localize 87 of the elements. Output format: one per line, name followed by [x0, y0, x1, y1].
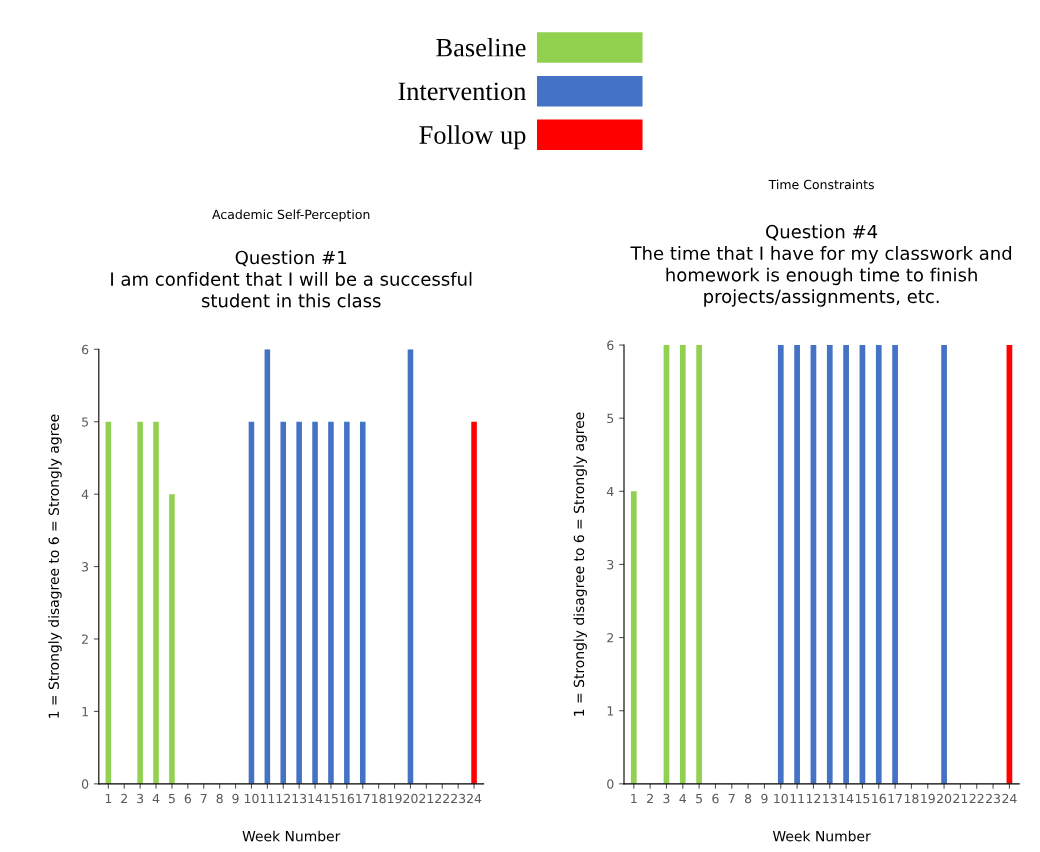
x-tick-label: 12	[276, 793, 290, 804]
y-axis-title: 1 = Strongly disagree to 6 = Strongly agree	[48, 414, 62, 718]
x-tick-label: 1	[631, 793, 637, 804]
x-tick-label: 18	[372, 793, 386, 804]
x-tick-label: 7	[728, 793, 735, 804]
y-tick-label: 4	[606, 486, 614, 497]
x-tick-label: 16	[872, 793, 886, 804]
x-tick-label: 14	[839, 793, 854, 804]
x-tick-label: 24	[467, 793, 482, 804]
chart-title: Time Constraints	[768, 179, 874, 190]
bar	[312, 421, 318, 784]
bar	[296, 421, 302, 784]
x-tick-label: 11	[790, 793, 804, 804]
y-tick-label: 2	[82, 634, 88, 644]
y-tick-label: 5	[607, 413, 614, 424]
x-tick-label: 3	[663, 793, 670, 804]
x-tick-label: 3	[137, 793, 144, 804]
chart-subtitle: Question #4 The time that I have for my classwork and homework is enough time to finish projects/assignments, etc.	[630, 224, 1012, 307]
y-tick-label: 0	[607, 779, 614, 789]
x-tick-label: 20	[403, 793, 418, 804]
x-tick-label: 13	[292, 793, 307, 804]
x-tick-label: 20	[937, 793, 952, 804]
x-tick-label: 7	[200, 793, 207, 804]
bar	[137, 421, 143, 784]
x-tick-label: 18	[904, 793, 919, 804]
x-tick-label: 23	[451, 793, 466, 804]
x-tick-label: 2	[121, 793, 127, 804]
bar	[105, 421, 112, 784]
x-tick-label: 21	[953, 793, 968, 804]
bar	[169, 494, 175, 784]
x-tick-label: 23	[986, 793, 1001, 804]
x-tick-label: 8	[744, 793, 752, 804]
y-tick-label: 3	[82, 562, 89, 572]
y-tick-label: 1	[82, 707, 88, 717]
legend-label: Baseline	[436, 37, 526, 57]
bar	[248, 421, 255, 784]
x-tick-label: 19	[387, 793, 402, 804]
x-tick-label: 10	[774, 793, 788, 804]
x-tick-label: 22	[435, 793, 449, 804]
chart-title: Academic Self-Perception	[212, 209, 370, 222]
x-tick-label: 5	[696, 793, 703, 804]
bar	[328, 421, 334, 784]
y-tick-label: 2	[607, 633, 614, 643]
y-tick-label: 6	[82, 344, 89, 355]
x-tick-label: 19	[921, 793, 935, 804]
bar	[359, 421, 366, 784]
x-tick-label: 11	[260, 793, 275, 804]
x-axis-title: Week Number	[772, 830, 871, 842]
x-tick-label: 6	[184, 793, 192, 804]
x-tick-label: 17	[356, 793, 370, 804]
x-tick-label: 14	[308, 793, 323, 804]
bar	[471, 421, 477, 784]
bar	[264, 349, 271, 784]
x-tick-label: 1	[105, 793, 112, 804]
x-tick-label: 9	[232, 793, 239, 804]
chart-subtitle: Question #1 I am confident that I will be a successful student in this class	[111, 250, 472, 308]
x-tick-label: 12	[806, 793, 821, 804]
x-tick-label: 2	[647, 793, 653, 804]
legend-label: Follow up	[419, 125, 526, 150]
x-tick-label: 8	[216, 793, 223, 804]
x-tick-label: 15	[324, 793, 338, 804]
bar	[280, 421, 287, 784]
bar	[344, 421, 350, 784]
y-tick-label: 1	[607, 706, 614, 716]
x-tick-label: 13	[823, 793, 837, 804]
legend-label: Intervention	[398, 82, 527, 101]
y-tick-label: 6	[607, 340, 614, 350]
x-tick-label: 16	[340, 793, 355, 804]
x-tick-label: 9	[761, 793, 768, 804]
y-axis-title: 1 = Strongly disagree to 6 = Strongly agree	[573, 412, 587, 716]
x-tick-label: 5	[168, 793, 175, 804]
x-tick-label: 10	[244, 793, 259, 804]
y-tick-label: 4	[81, 489, 89, 499]
x-tick-label: 17	[888, 793, 902, 804]
x-tick-label: 6	[712, 793, 719, 804]
y-tick-label: 0	[81, 779, 89, 789]
x-tick-label: 15	[855, 793, 870, 804]
bar	[407, 349, 414, 784]
x-axis-title: Week Number	[242, 830, 341, 842]
y-tick-label: 3	[607, 559, 614, 570]
x-tick-label: 24	[1002, 793, 1017, 804]
x-tick-label: 21	[419, 793, 434, 804]
x-tick-label: 4	[679, 793, 687, 804]
y-tick-label: 5	[82, 417, 88, 427]
bar	[153, 421, 159, 784]
x-tick-label: 4	[152, 793, 160, 804]
x-tick-label: 22	[969, 793, 984, 804]
